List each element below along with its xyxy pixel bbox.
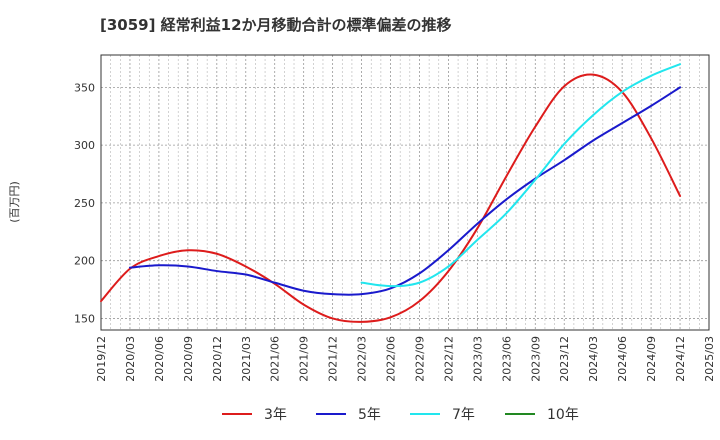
series-lines [100, 63, 682, 323]
legend-label: 10年 [547, 407, 579, 423]
x-tick-label: 2021/03 [240, 336, 253, 382]
grid [100, 55, 710, 330]
x-tick-label: 2021/06 [269, 336, 282, 382]
x-tick-label: 2025/03 [703, 336, 716, 382]
x-tick-label: 2022/12 [442, 336, 455, 382]
chart-title: [3059] 経常利益12か月移動合計の標準偏差の推移 [100, 16, 452, 34]
x-tick-label: 2020/06 [153, 336, 166, 382]
x-tick-label: 2023/12 [558, 336, 571, 382]
y-axis-label: (百万円) [8, 181, 21, 223]
legend-label: 5年 [358, 407, 381, 423]
x-tick-label: 2020/12 [211, 336, 224, 382]
y-axis: 150 200 250 300 350 [74, 81, 95, 325]
x-tick-label: 2023/03 [471, 336, 484, 382]
y-tick-label: 300 [74, 139, 95, 152]
series-line-1 [100, 73, 682, 323]
x-tick-label: 2024/03 [587, 336, 600, 382]
x-tick-label: 2022/09 [413, 336, 426, 382]
x-tick-label: 2021/09 [298, 336, 311, 382]
x-tick-label: 2023/06 [500, 336, 513, 382]
x-tick-label: 2019/12 [95, 336, 108, 382]
x-axis: 2019/12 2020/03 2020/06 2020/09 2020/12 2021/… [95, 336, 716, 382]
y-tick-label: 350 [74, 81, 95, 94]
legend-label: 7年 [452, 407, 475, 423]
series-line-2 [128, 86, 682, 296]
x-tick-label: 2023/09 [529, 336, 542, 382]
plot-area [100, 54, 710, 331]
legend: 3年 5年 7年 10年 [222, 407, 579, 423]
x-tick-label: 2024/06 [616, 336, 629, 382]
x-tick-label: 2021/12 [327, 336, 340, 382]
x-tick-label: 2020/03 [124, 336, 137, 382]
x-tick-label: 2020/09 [182, 336, 195, 382]
x-tick-label: 2024/09 [645, 336, 658, 382]
legend-label: 3年 [264, 407, 287, 423]
y-tick-label: 200 [74, 255, 95, 268]
x-tick-label: 2022/03 [356, 336, 369, 382]
series-line-3 [360, 63, 682, 288]
y-tick-label: 250 [74, 197, 95, 210]
y-tick-label: 150 [74, 312, 95, 325]
x-tick-label: 2022/06 [385, 336, 398, 382]
x-tick-label: 2024/12 [674, 336, 687, 382]
